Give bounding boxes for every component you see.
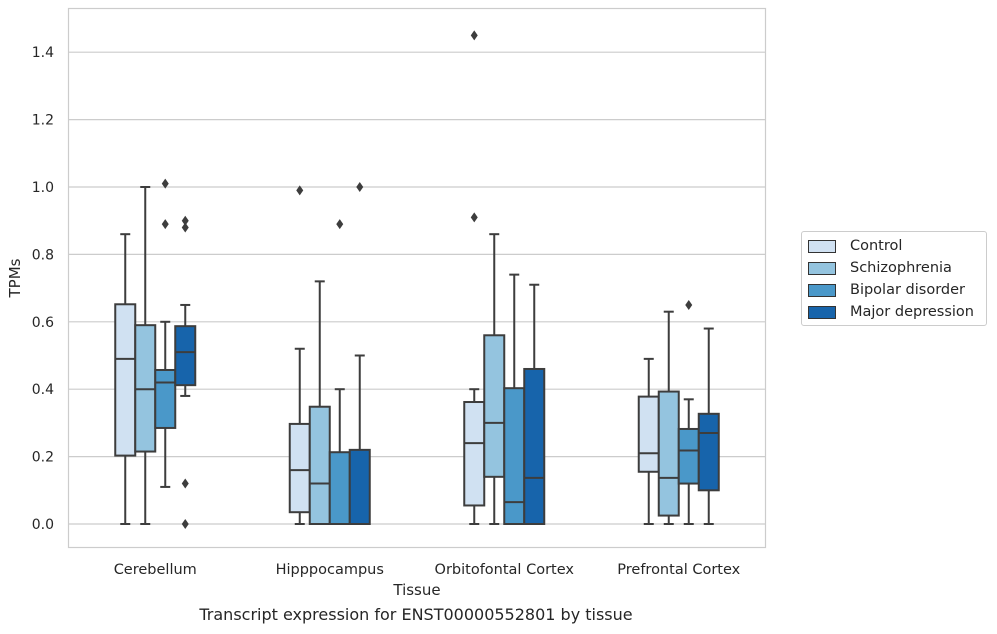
y-tick-label: 0.6 (32, 315, 54, 331)
x-tick-label: Orbitofontal Cortex (435, 562, 575, 578)
outlier-point (181, 222, 189, 233)
box-iqr (677, 427, 700, 485)
box-major-depression (348, 182, 371, 525)
box-control (288, 185, 311, 525)
x-tick-label: Prefrontal Cortex (617, 562, 740, 578)
y-tick-labels: 0.0 0.2 0.4 0.6 0.8 1.0 1.2 1.4 (32, 45, 54, 533)
box-schizophrenia (308, 280, 331, 525)
figure-caption: Transcript expression for ENST0000055280… (199, 605, 633, 624)
box-schizophrenia (483, 233, 506, 525)
box-iqr (288, 422, 311, 514)
y-tick-label: 0.8 (32, 247, 54, 263)
boxes (114, 30, 720, 529)
legend-swatch (808, 239, 836, 253)
outlier-point (470, 30, 478, 41)
legend-item-bipolar-disorder: Bipolar disorder (808, 280, 965, 300)
box-major-depression (697, 327, 720, 525)
outlier-point (296, 185, 304, 196)
box-bipolar-disorder (154, 178, 177, 488)
box-major-depression (523, 283, 546, 526)
outlier-point (336, 219, 344, 230)
x-tick-label: Hipppocampus (276, 562, 384, 578)
outlier-point (685, 299, 693, 310)
y-tick-label: 1.0 (32, 180, 54, 196)
legend-item-major-depression: Major depression (808, 302, 974, 322)
y-tick-label: 0.2 (32, 450, 54, 466)
y-axis-label: TPMs (6, 258, 24, 298)
box-bipolar-disorder (328, 219, 351, 525)
y-tick-label: 0.0 (32, 517, 54, 533)
box-control (637, 357, 660, 525)
x-tick-label: Cerebellum (114, 562, 197, 578)
legend-item-control: Control (808, 236, 902, 256)
box-iqr (483, 334, 506, 478)
legend-swatch (808, 305, 836, 319)
box-iqr (463, 401, 486, 507)
box-iqr (697, 412, 720, 492)
legend-label: Schizophrenia (850, 260, 952, 276)
box-iqr (503, 387, 526, 525)
y-tick-label: 0.4 (32, 382, 54, 398)
box-iqr (328, 451, 351, 525)
legend-swatch (808, 261, 836, 275)
legend-swatch (808, 283, 836, 297)
legend-label: Major depression (850, 304, 974, 320)
box-iqr (308, 405, 331, 525)
box-iqr (637, 395, 660, 473)
outlier-point (356, 182, 364, 192)
legend-label: Bipolar disorder (850, 282, 965, 298)
box-iqr (114, 303, 137, 457)
outlier-point (181, 478, 189, 489)
box-iqr (154, 368, 177, 429)
y-tick-label: 1.2 (32, 113, 54, 129)
box-iqr (657, 390, 680, 517)
x-tick-labels: Cerebellum Hipppocampus Orbitofontal Corte… (114, 562, 741, 578)
outlier-point (181, 215, 189, 226)
legend: Control Schizophrenia Bipolar disorder M… (801, 231, 987, 326)
box-iqr (174, 325, 197, 387)
box-control (463, 30, 486, 525)
box-schizophrenia (657, 310, 680, 525)
plot-frame (67, 7, 767, 549)
box-major-depression (174, 215, 197, 529)
box-control (114, 233, 137, 525)
box-iqr (523, 367, 546, 526)
outlier-point (181, 519, 189, 529)
outlier-point (470, 212, 478, 223)
box-bipolar-disorder (677, 299, 700, 525)
legend-item-schizophrenia: Schizophrenia (808, 258, 952, 278)
box-bipolar-disorder (503, 273, 526, 525)
y-tick-label: 1.4 (32, 45, 54, 61)
legend-label: Control (850, 238, 903, 254)
box-iqr (348, 448, 371, 525)
outlier-point (161, 219, 169, 230)
x-axis-label: Tissue (392, 581, 440, 599)
outlier-point (161, 178, 169, 189)
box-schizophrenia (134, 186, 157, 525)
